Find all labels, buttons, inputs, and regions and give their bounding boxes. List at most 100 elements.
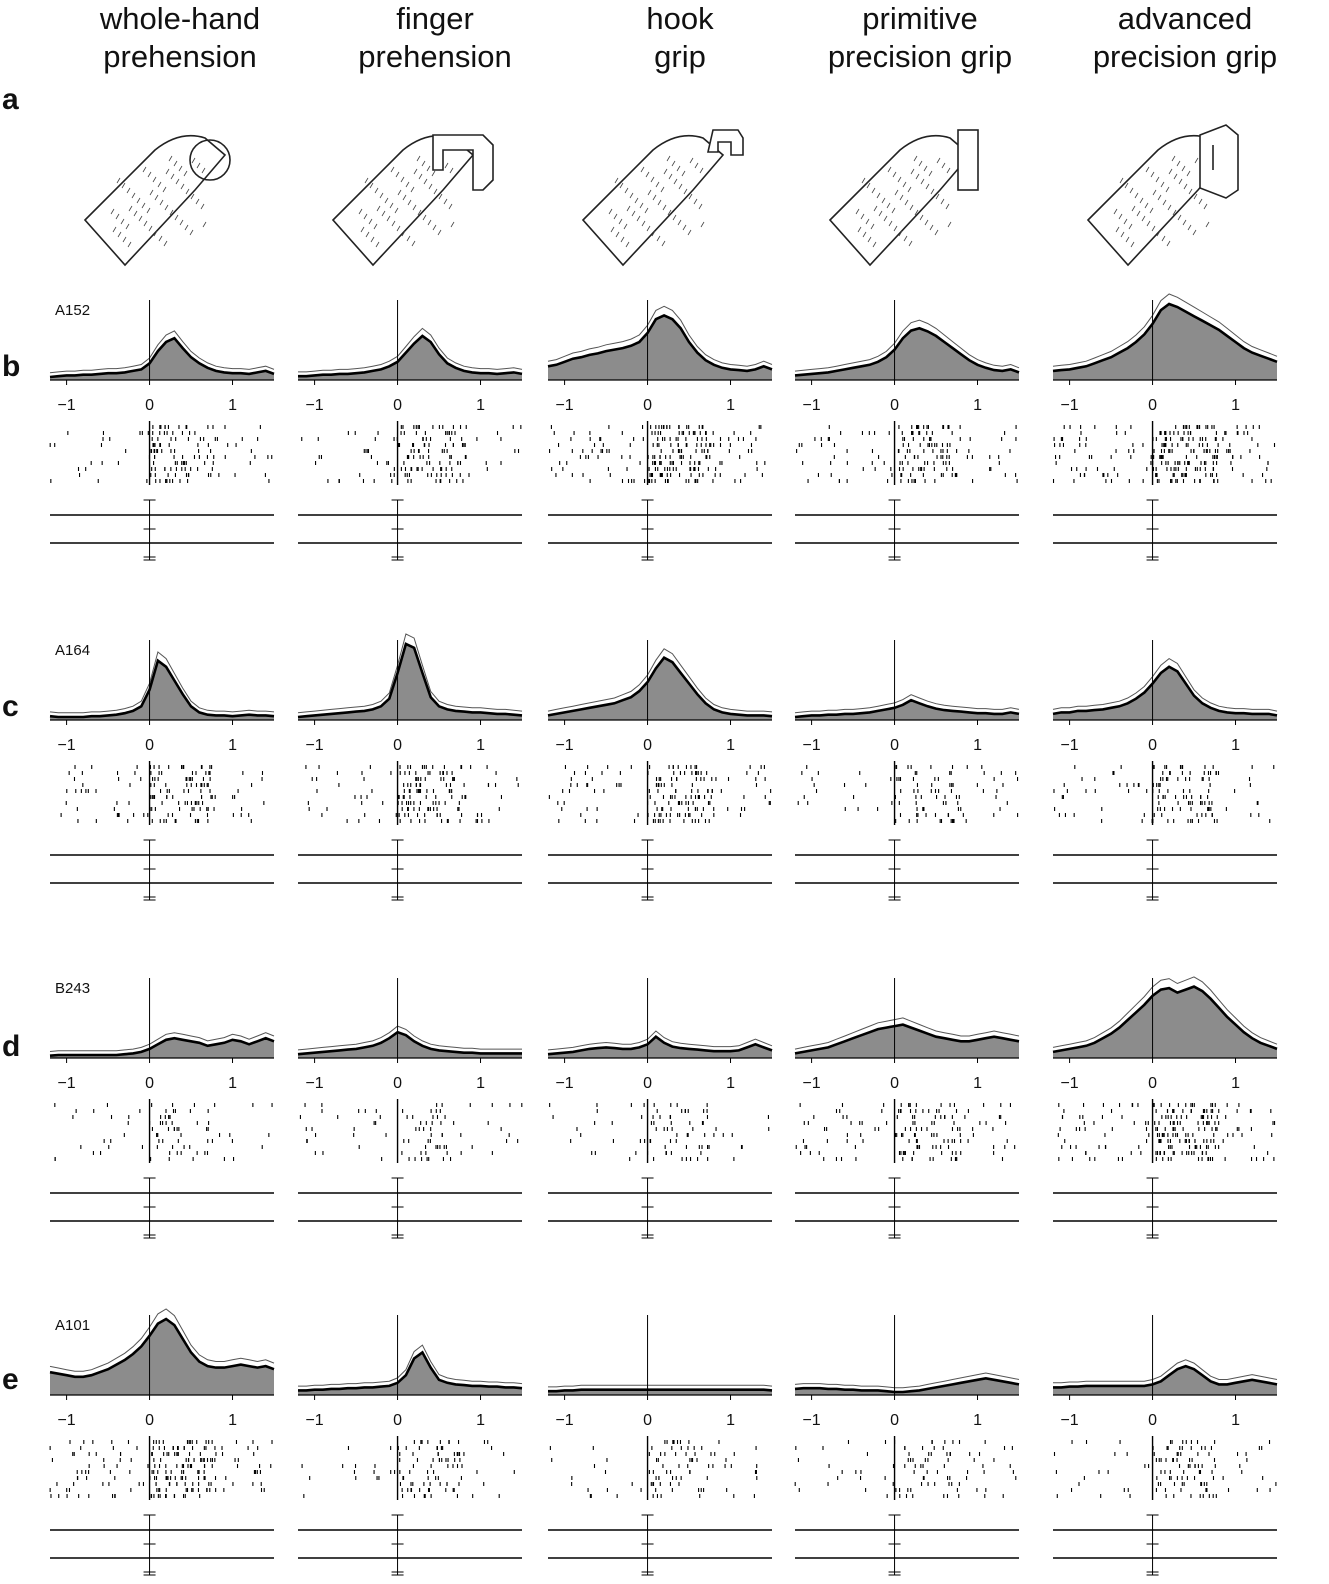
error-line xyxy=(49,1308,275,1372)
fur-stroke xyxy=(940,198,945,205)
histogram-area xyxy=(298,1352,522,1395)
fur-stroke xyxy=(165,168,170,175)
fur-stroke xyxy=(641,220,646,227)
fur-stroke xyxy=(396,225,401,232)
x-tick-label: 1 xyxy=(973,737,982,754)
fur-stroke xyxy=(668,173,673,180)
x-tick-label: 0 xyxy=(890,1412,899,1429)
fur-stroke xyxy=(427,219,432,226)
mean-line xyxy=(548,1388,773,1393)
x-tick-label: 0 xyxy=(1148,397,1157,414)
x-tick-label: 0 xyxy=(393,397,402,414)
fur-stroke xyxy=(919,214,924,221)
fur-stroke xyxy=(629,192,634,199)
histogram-area xyxy=(50,1038,274,1058)
fur-stroke xyxy=(1146,220,1151,227)
error-line xyxy=(298,327,523,373)
fur-stroke xyxy=(443,198,448,205)
histogram-area xyxy=(1053,1366,1277,1395)
error-line xyxy=(297,1025,522,1051)
x-tick-label: 1 xyxy=(476,1075,485,1092)
fur-stroke xyxy=(157,181,162,188)
fur-stroke xyxy=(401,230,406,237)
neuron-label: A164 xyxy=(55,642,90,659)
x-tick-label: −1 xyxy=(305,1075,323,1092)
fur-stroke xyxy=(450,221,455,228)
fur-stroke xyxy=(1198,198,1203,205)
fur-stroke xyxy=(1168,168,1173,175)
mean-line xyxy=(49,658,275,719)
mean-line xyxy=(49,1036,275,1057)
fur-stroke xyxy=(379,192,384,199)
fur-stroke xyxy=(909,204,914,211)
mean-line xyxy=(794,1023,1020,1055)
fur-stroke xyxy=(873,205,878,212)
fur-stroke xyxy=(899,194,904,201)
fur-stroke xyxy=(143,220,148,227)
fur-stroke xyxy=(663,168,668,175)
fur-stroke xyxy=(1162,199,1167,206)
fur-stroke xyxy=(184,224,189,231)
x-tick-label: 1 xyxy=(973,1412,982,1429)
histogram-area xyxy=(548,315,772,380)
x-tick-label: −1 xyxy=(802,397,820,414)
fur-stroke xyxy=(449,167,454,174)
fur-stroke xyxy=(376,205,381,212)
fur-stroke xyxy=(1131,205,1136,212)
fur-stroke xyxy=(1119,177,1124,184)
fur-stroke xyxy=(147,171,152,178)
panel: −1 0 1 xyxy=(547,300,773,561)
panel: −1 0 1 xyxy=(1052,640,1278,901)
fur-stroke xyxy=(369,182,374,189)
error-line xyxy=(1052,293,1278,367)
fur-stroke xyxy=(174,214,179,221)
fur-stroke xyxy=(368,218,373,225)
fur-stroke xyxy=(1129,187,1134,194)
fur-stroke xyxy=(661,240,666,247)
fur-stroke xyxy=(898,230,903,237)
x-tick-label: 1 xyxy=(726,397,735,414)
fur-stroke xyxy=(196,162,201,169)
fur-stroke xyxy=(1161,235,1166,242)
fur-stroke xyxy=(929,224,934,231)
histogram-area xyxy=(298,1032,522,1058)
fur-stroke xyxy=(405,181,410,188)
fur-stroke xyxy=(416,155,421,162)
fur-stroke xyxy=(1183,183,1188,190)
forearm-outline xyxy=(828,134,972,267)
fur-stroke xyxy=(689,157,694,164)
fur-stroke xyxy=(639,202,644,209)
fur-stroke xyxy=(448,203,453,210)
fur-stroke xyxy=(897,176,902,183)
fur-stroke xyxy=(671,160,676,167)
histogram-area xyxy=(795,1024,1019,1058)
fur-stroke xyxy=(395,171,400,178)
x-tick-label: 1 xyxy=(476,397,485,414)
fur-stroke xyxy=(110,208,115,215)
fur-stroke xyxy=(370,236,375,243)
fur-stroke xyxy=(677,219,682,226)
fur-stroke xyxy=(908,240,913,247)
panel: −1 0 1 xyxy=(49,640,275,901)
fur-stroke xyxy=(179,219,184,226)
forearm-outline xyxy=(581,134,725,267)
x-tick-label: −1 xyxy=(555,1075,573,1092)
x-tick-label: −1 xyxy=(555,737,573,754)
fur-stroke xyxy=(910,168,915,175)
handle-object xyxy=(706,129,744,156)
fur-stroke xyxy=(173,160,178,167)
x-tick-label: 0 xyxy=(393,1412,402,1429)
fur-stroke xyxy=(1124,182,1129,189)
fur-stroke xyxy=(117,231,122,238)
fur-stroke xyxy=(201,167,206,174)
fur-stroke xyxy=(656,235,661,242)
fur-stroke xyxy=(672,214,677,221)
fur-stroke xyxy=(1165,186,1170,193)
fur-stroke xyxy=(407,199,412,206)
x-tick-label: −1 xyxy=(305,1412,323,1429)
fur-stroke xyxy=(614,177,619,184)
hand-grasping-sphere-drawing xyxy=(83,134,231,267)
panel: −1 0 1 xyxy=(297,978,523,1239)
